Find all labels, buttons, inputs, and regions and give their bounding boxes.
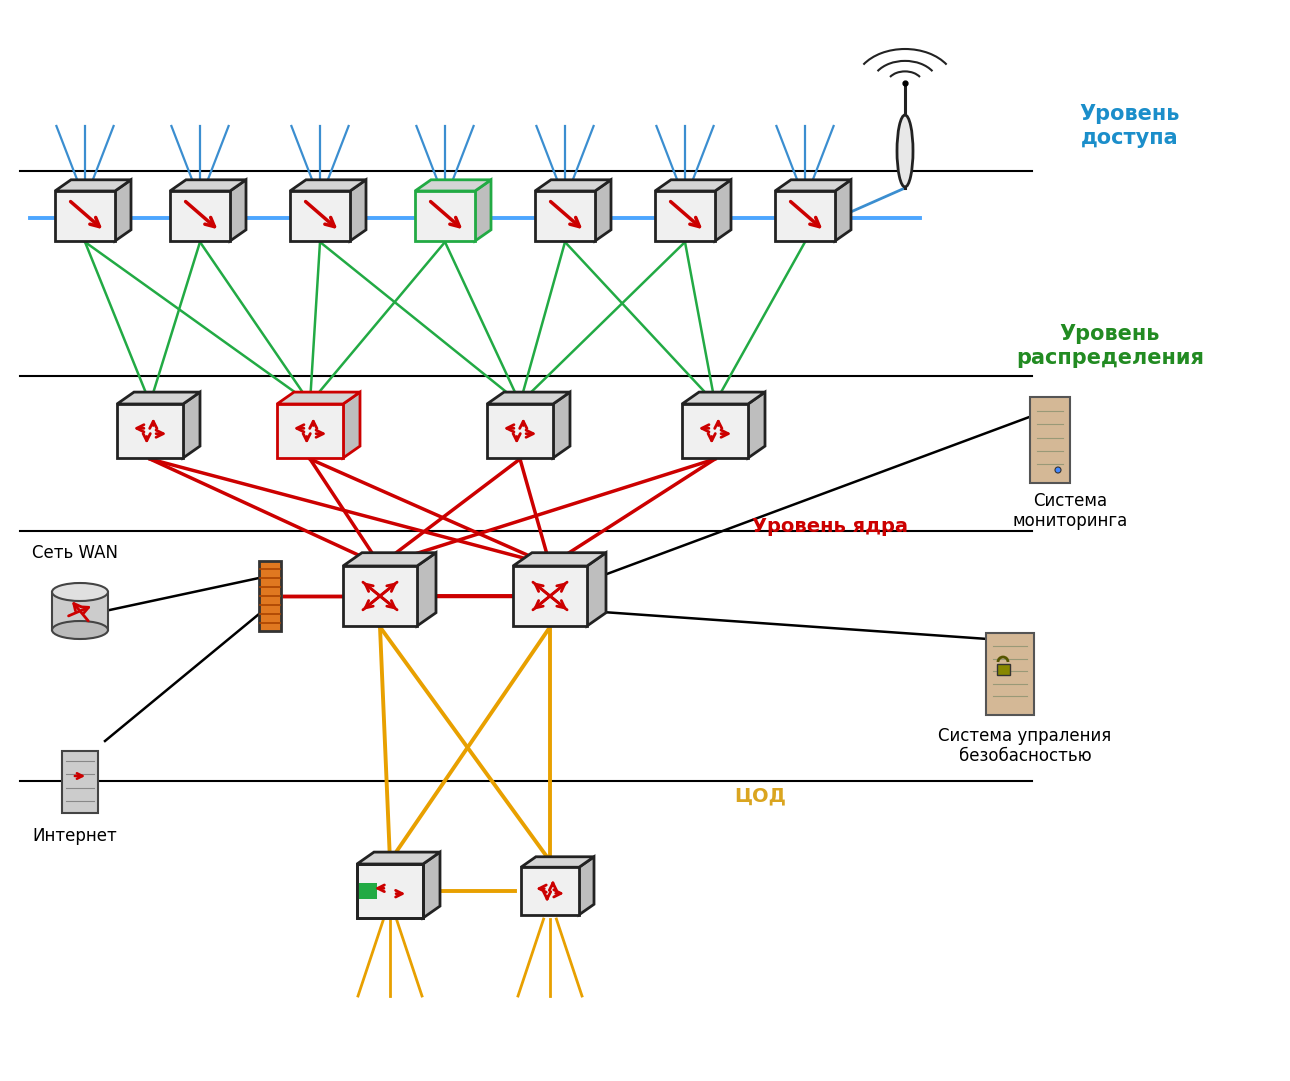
Polygon shape <box>350 179 366 241</box>
Text: Уровень
доступа: Уровень доступа <box>1080 105 1180 148</box>
FancyBboxPatch shape <box>996 664 1010 675</box>
Polygon shape <box>170 191 230 241</box>
Polygon shape <box>183 392 200 458</box>
Text: Интернет: Интернет <box>32 827 117 845</box>
Circle shape <box>1055 467 1060 473</box>
Polygon shape <box>595 179 611 241</box>
Polygon shape <box>682 392 765 404</box>
Polygon shape <box>277 404 343 458</box>
Polygon shape <box>748 392 765 458</box>
Text: ЦОД: ЦОД <box>734 787 786 805</box>
Polygon shape <box>55 191 115 241</box>
FancyBboxPatch shape <box>52 592 108 630</box>
Polygon shape <box>655 191 715 241</box>
Polygon shape <box>343 566 417 626</box>
FancyBboxPatch shape <box>259 561 281 631</box>
Text: Система
мониторинга: Система мониторинга <box>1013 492 1127 531</box>
FancyBboxPatch shape <box>62 751 98 813</box>
Polygon shape <box>423 852 440 918</box>
Polygon shape <box>230 179 246 241</box>
Polygon shape <box>775 179 851 191</box>
Text: Уровень ядра: Уровень ядра <box>752 517 908 535</box>
Polygon shape <box>170 179 246 191</box>
Polygon shape <box>357 864 423 918</box>
Polygon shape <box>835 179 851 241</box>
Polygon shape <box>415 191 475 241</box>
Polygon shape <box>343 392 360 458</box>
Polygon shape <box>775 191 835 241</box>
Polygon shape <box>357 852 440 864</box>
Polygon shape <box>115 179 132 241</box>
Polygon shape <box>417 552 436 626</box>
Polygon shape <box>475 179 491 241</box>
Ellipse shape <box>52 583 108 601</box>
Polygon shape <box>513 566 587 626</box>
Polygon shape <box>535 191 595 241</box>
Polygon shape <box>535 179 611 191</box>
Polygon shape <box>290 191 350 241</box>
Text: Система упраления
безобасностью: Система упраления безобасностью <box>938 726 1112 765</box>
Polygon shape <box>655 179 731 191</box>
Polygon shape <box>117 404 183 458</box>
Polygon shape <box>290 179 366 191</box>
Polygon shape <box>117 392 200 404</box>
Polygon shape <box>415 179 491 191</box>
Polygon shape <box>553 392 570 458</box>
Polygon shape <box>579 857 593 915</box>
FancyBboxPatch shape <box>986 633 1035 715</box>
Ellipse shape <box>52 620 108 639</box>
Polygon shape <box>55 179 132 191</box>
Polygon shape <box>521 867 579 915</box>
Polygon shape <box>587 552 606 626</box>
Polygon shape <box>357 883 377 899</box>
Polygon shape <box>277 392 360 404</box>
Polygon shape <box>343 552 436 566</box>
FancyBboxPatch shape <box>1029 397 1069 483</box>
Text: Сеть WAN: Сеть WAN <box>32 544 117 562</box>
Text: Уровень
распределения: Уровень распределения <box>1017 324 1204 368</box>
Polygon shape <box>513 552 606 566</box>
Polygon shape <box>521 857 593 867</box>
Polygon shape <box>488 392 570 404</box>
Polygon shape <box>715 179 731 241</box>
Polygon shape <box>488 404 553 458</box>
Ellipse shape <box>897 115 913 187</box>
Polygon shape <box>682 404 748 458</box>
